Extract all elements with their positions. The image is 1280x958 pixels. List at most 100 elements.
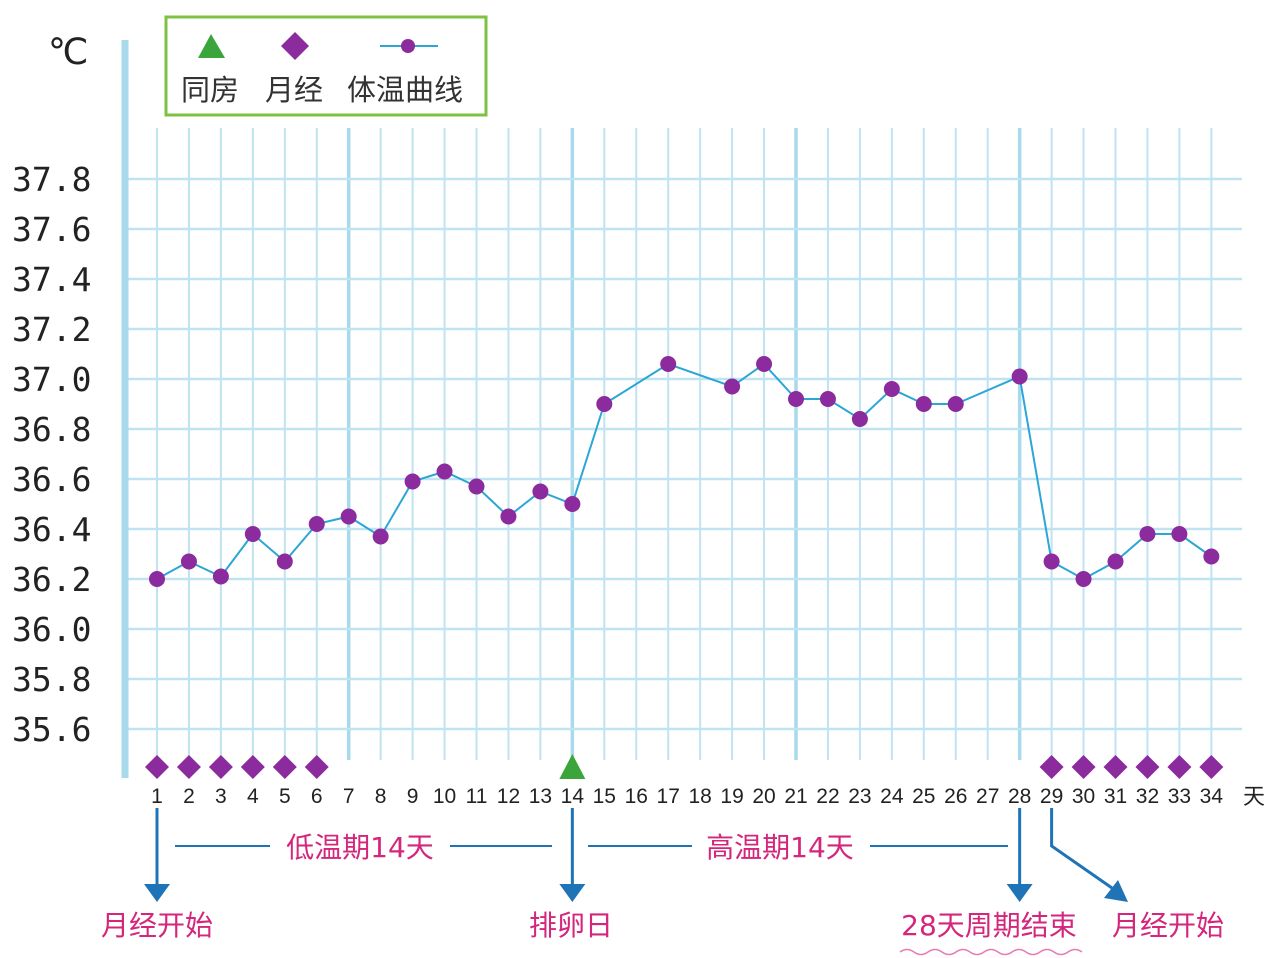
y-tick-label: 35.6 <box>12 710 91 749</box>
menstruation-diamond <box>1167 755 1192 779</box>
temperature-point <box>404 473 421 490</box>
menstruation-diamond <box>304 755 329 779</box>
temperature-point <box>1171 526 1188 542</box>
cycle-end-label: 28天周期结束 <box>901 909 1077 942</box>
y-tick-label: 36.2 <box>12 560 91 599</box>
temperature-point <box>149 571 165 587</box>
x-tick-label: 24 <box>880 785 904 808</box>
menstruation-diamond-icon <box>281 32 309 60</box>
x-tick-label: 34 <box>1200 785 1224 808</box>
x-tick-label: 23 <box>848 785 871 808</box>
y-tick-label: 36.4 <box>12 510 91 549</box>
intercourse-triangle <box>559 754 586 779</box>
temperature-point <box>660 356 677 372</box>
x-unit-label: 天 <box>1243 784 1265 809</box>
x-tick-label: 13 <box>529 785 552 808</box>
intercourse-triangle-icon <box>198 34 225 58</box>
temperature-point <box>596 396 613 412</box>
y-tick-label: 36.0 <box>12 610 91 649</box>
arrow-ovulation-head <box>559 884 586 902</box>
temperature-point <box>308 516 325 532</box>
temperature-point <box>340 508 357 525</box>
temperature-point <box>788 391 804 407</box>
y-tick-label: 37.2 <box>12 310 91 349</box>
temperature-point <box>1107 553 1124 570</box>
x-tick-label: 14 <box>561 785 585 808</box>
annotations: 低温期14天 高温期14天 月经开始 排卵日 28天周期结束 月经开始 <box>101 808 1224 956</box>
x-tick-label: 28 <box>1008 785 1031 808</box>
temperature-point <box>564 496 581 512</box>
temperature-point <box>500 508 517 525</box>
temperature-point <box>532 483 549 500</box>
y-tick-label: 36.6 <box>12 460 91 499</box>
x-tick-label: 15 <box>593 785 616 808</box>
x-tick-label: 17 <box>657 785 680 808</box>
x-tick-label: 21 <box>784 785 807 808</box>
x-tick-label: 10 <box>433 785 456 808</box>
arrow-next-period-shaft <box>1050 808 1113 890</box>
menstruation-diamond <box>240 755 265 779</box>
x-tick-label: 27 <box>976 785 999 808</box>
temperature-point <box>1043 553 1060 570</box>
temperature-series <box>149 356 1220 587</box>
menstruation-diamond <box>272 755 297 779</box>
x-tick-label: 20 <box>752 785 775 808</box>
x-tick-label: 18 <box>688 785 711 808</box>
x-tick-label: 26 <box>944 785 967 808</box>
temperature-point <box>244 526 261 542</box>
cycle-end-wavy-underline <box>899 948 1083 956</box>
temperature-point <box>276 553 293 570</box>
menstruation-diamond <box>1039 755 1064 779</box>
x-tick-label: 31 <box>1104 785 1127 808</box>
x-tick-label: 11 <box>466 785 488 808</box>
legend: 同房 月经 体温曲线 <box>164 15 488 117</box>
ovulation-day-label: 排卵日 <box>529 909 613 942</box>
x-tick-label: 5 <box>279 785 291 808</box>
x-tick-label: 12 <box>497 785 520 808</box>
x-tick-label: 2 <box>183 785 195 808</box>
y-tick-label: 37.0 <box>12 360 91 399</box>
legend-curve-label: 体温曲线 <box>347 73 463 107</box>
arrow-next-period-head <box>1104 880 1128 902</box>
temperature-point <box>1139 526 1156 542</box>
temperature-point <box>212 568 229 585</box>
x-tick-label: 33 <box>1168 785 1191 808</box>
y-tick-label: 35.8 <box>12 660 91 699</box>
arrows <box>144 808 1128 902</box>
y-tick-label: 37.6 <box>12 210 91 249</box>
x-tick-label: 3 <box>215 785 227 808</box>
arrow-period-start-head <box>144 884 170 902</box>
temperature-point <box>947 396 964 412</box>
temperature-point <box>724 378 741 395</box>
x-tick-label: 25 <box>912 785 935 808</box>
temperature-point <box>468 478 485 495</box>
legend-box <box>164 15 488 117</box>
temperature-line <box>156 362 1212 581</box>
y-unit-label: ℃ <box>48 32 88 73</box>
temperature-point <box>851 411 868 427</box>
grid <box>121 40 1242 778</box>
menstruation-diamond <box>208 755 233 779</box>
temperature-point <box>372 528 389 545</box>
temperature-point <box>1203 548 1220 565</box>
x-tick-label: 4 <box>247 785 259 808</box>
x-tick-label: 19 <box>720 785 743 808</box>
x-tick-label: 8 <box>375 785 387 808</box>
curve-point-icon <box>401 39 415 53</box>
x-tick-label: 9 <box>407 785 419 808</box>
legend-menstruation-label: 月经 <box>265 73 323 107</box>
menstruation-diamond <box>145 755 169 779</box>
temperature-point <box>883 381 900 397</box>
high-phase-label: 高温期14天 <box>706 831 854 864</box>
menstruation-diamond <box>1199 755 1224 779</box>
x-tick-label: 1 <box>151 785 163 808</box>
legend-intercourse-label: 同房 <box>181 73 239 107</box>
arrow-cycle-end-head <box>1006 884 1033 902</box>
menstruation-diamond <box>1071 755 1096 779</box>
y-tick-label: 36.8 <box>12 410 91 449</box>
menstruation-diamond <box>1135 755 1160 779</box>
x-tick-label: 30 <box>1072 785 1095 808</box>
y-tick-label: 37.8 <box>12 160 91 199</box>
x-tick-label: 22 <box>816 785 839 808</box>
x-axis: 1 2 3 4 5 6 7 8 9 10 11 12 13 14 15 16 17 18 19 20 21 22 23 24 2… <box>151 785 1223 808</box>
